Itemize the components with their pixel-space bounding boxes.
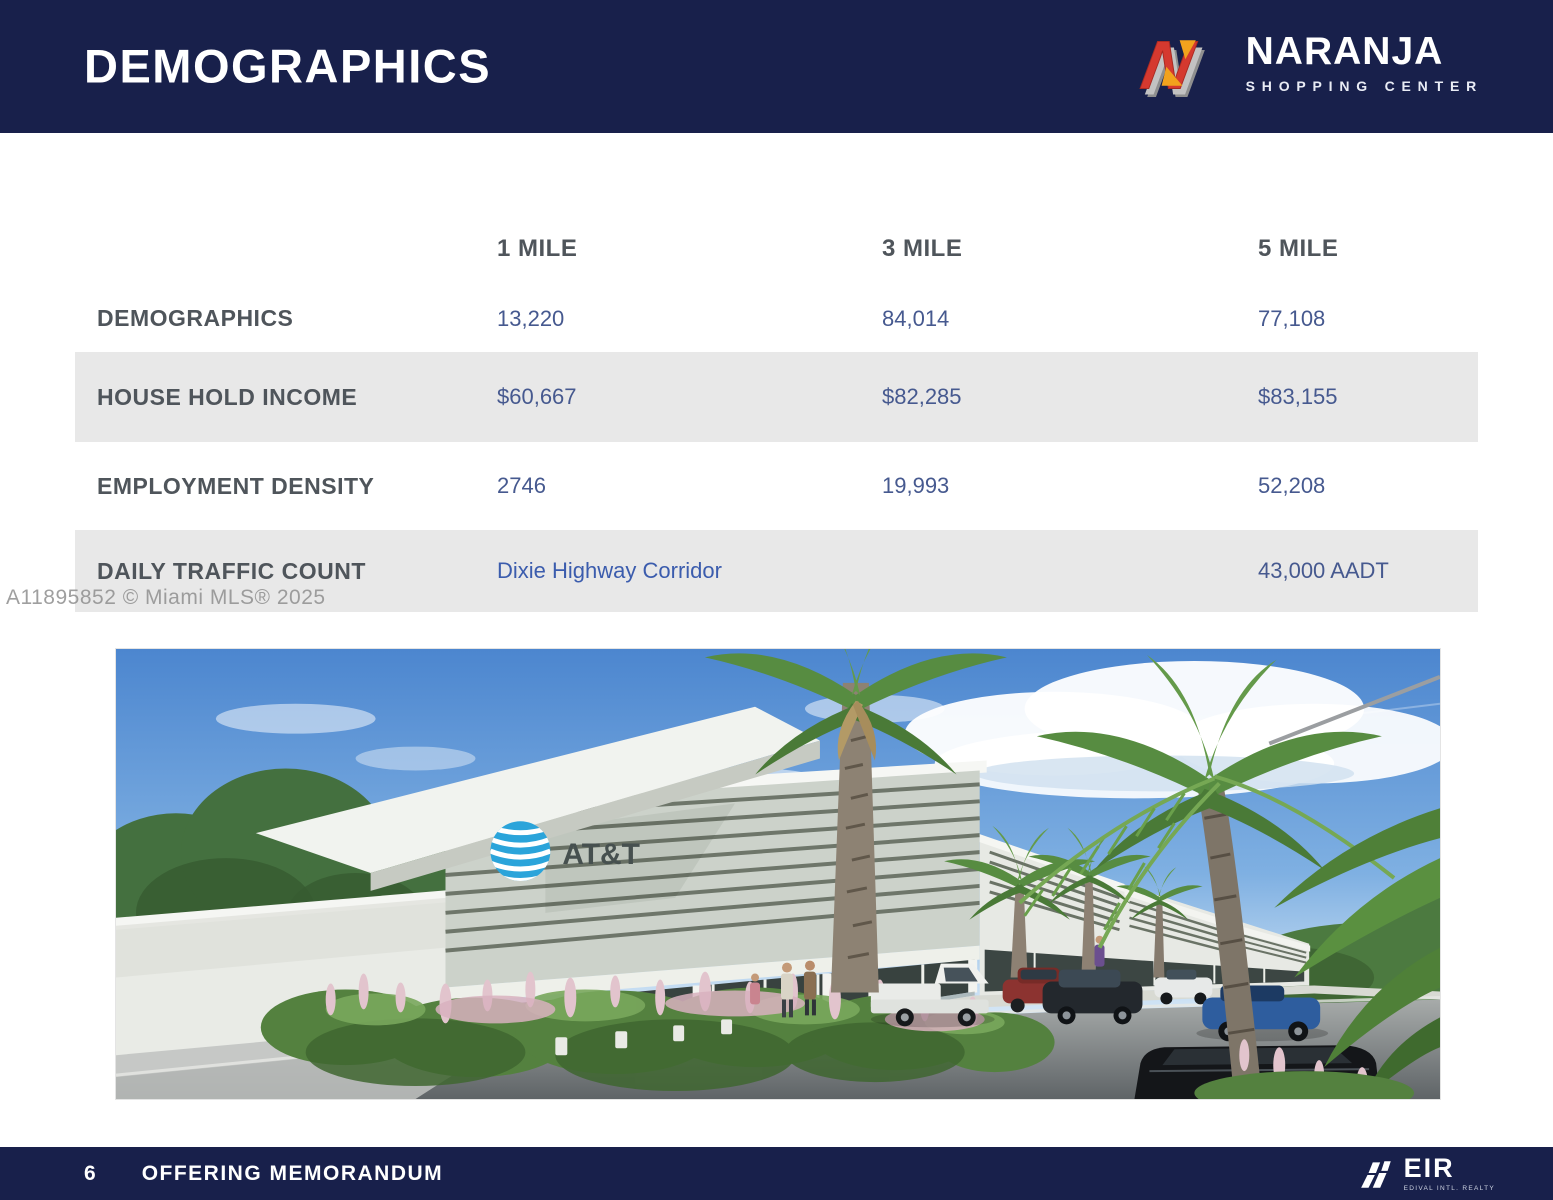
cell-value: $82,285 xyxy=(882,384,962,409)
demographics-table: 1 MILE 3 MILE 5 MILE DEMOGRAPHICS 13,220… xyxy=(75,212,1478,612)
row-label: DAILY TRAFFIC COUNT xyxy=(97,557,366,584)
parked-cars xyxy=(870,963,1381,1099)
eir-name: EIR xyxy=(1403,1153,1455,1183)
rendering-scene: AT&T xyxy=(116,649,1440,1099)
small-palm-trees xyxy=(944,825,1203,978)
cell-value: 77,108 xyxy=(1258,305,1326,331)
property-rendering-photo: AT&T xyxy=(115,648,1441,1100)
eir-logo: EIR EDIVAL INTL. REALTY xyxy=(1359,1155,1495,1192)
brand-name: NARANJA xyxy=(1245,30,1444,73)
cell-value: 84,014 xyxy=(882,305,950,331)
foreground-palm-leaves xyxy=(1194,808,1440,1099)
page-title: DEMOGRAPHICS xyxy=(84,38,492,92)
naranja-n-icon: N N N xyxy=(1135,27,1207,108)
column-header-5-mile: 5 MILE xyxy=(1258,234,1339,262)
brand-tagline: SHOPPING CENTER xyxy=(1245,78,1483,94)
eir-icon xyxy=(1360,1160,1391,1188)
pedestrians xyxy=(750,935,1105,1018)
center-palm-tree xyxy=(704,649,1007,993)
att-sign: AT&T xyxy=(562,838,640,871)
page-number: 6 xyxy=(84,1161,96,1185)
dark-suv xyxy=(1042,969,1143,1025)
column-header-3-mile: 3 MILE xyxy=(882,234,963,262)
roof xyxy=(255,706,820,874)
footer-bar: 6 OFFERING MEMORANDUM EIR EDIVAL INTL. R… xyxy=(0,1147,1553,1200)
cell-value: $83,155 xyxy=(1258,384,1338,409)
header-bar: DEMOGRAPHICS N N N NARANJA SHOPPING CENT… xyxy=(0,0,1553,133)
table-row-demographics: DEMOGRAPHICS 13,220 84,014 77,108 xyxy=(75,285,1478,352)
row-label: HOUSE HOLD INCOME xyxy=(97,383,358,410)
column-header-1-mile: 1 MILE xyxy=(497,234,578,262)
cell-value: 2746 xyxy=(497,473,546,498)
cell-value: 13,220 xyxy=(497,305,565,331)
cell-value: 43,000 AADT xyxy=(1258,558,1389,583)
footer-title: OFFERING MEMORANDUM xyxy=(141,1161,444,1185)
row-label: EMPLOYMENT DENSITY xyxy=(97,472,375,499)
naranja-logo: N N N NARANJA SHOPPING CENTER xyxy=(1135,18,1483,108)
cell-value: 19,993 xyxy=(882,473,950,498)
cell-value: 52,208 xyxy=(1258,473,1326,498)
eir-tagline: EDIVAL INTL. REALTY xyxy=(1403,1185,1495,1192)
cell-value: $60,667 xyxy=(497,384,577,409)
table-header-row: 1 MILE 3 MILE 5 MILE xyxy=(75,212,1478,285)
att-globe-icon xyxy=(490,821,551,881)
mls-watermark: A11895852 © Miami MLS® 2025 xyxy=(6,586,326,609)
table-row-employment-density: EMPLOYMENT DENSITY 2746 19,993 52,208 xyxy=(75,442,1478,530)
white-car xyxy=(1154,969,1213,1005)
light-pole xyxy=(1268,675,1440,746)
cell-value: Dixie Highway Corridor xyxy=(497,558,722,583)
brand-text: NARANJA SHOPPING CENTER xyxy=(1246,32,1483,94)
row-label: DEMOGRAPHICS xyxy=(97,305,294,331)
eir-text: EIR EDIVAL INTL. REALTY xyxy=(1403,1153,1495,1193)
white-pickup-truck xyxy=(870,963,989,1027)
table-row-daily-traffic: DAILY TRAFFIC COUNT Dixie Highway Corrid… xyxy=(75,530,1478,612)
patio-furniture xyxy=(555,1019,733,1056)
table-row-household-income: HOUSE HOLD INCOME $60,667 $82,285 $83,15… xyxy=(75,352,1478,442)
